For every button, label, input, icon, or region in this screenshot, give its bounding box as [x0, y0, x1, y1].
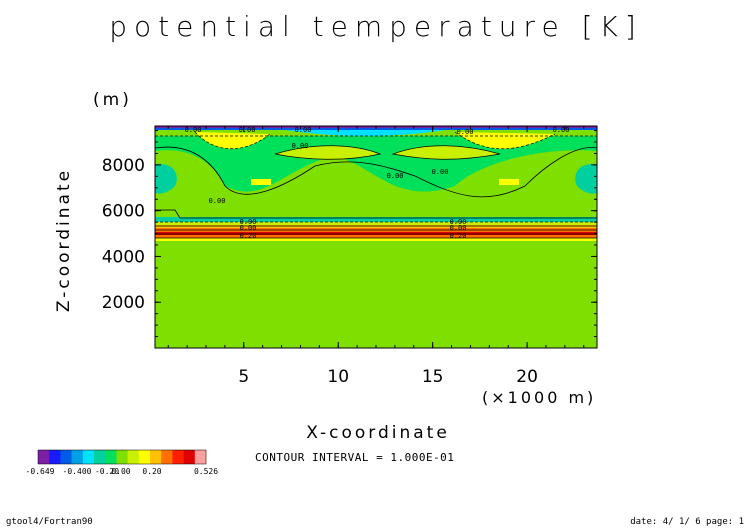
fill-region-15	[155, 225, 597, 228]
contour-label-9: 0.00	[450, 218, 467, 226]
colorbar-swatch-6	[105, 450, 117, 464]
colorbar-swatch-3	[71, 450, 84, 464]
contour-interval-text: CONTOUR INTERVAL = 1.000E-01	[255, 451, 455, 464]
colorbar-swatch-8	[127, 450, 140, 464]
colorbar-label-4: 0.20	[142, 467, 161, 476]
colorbar-swatch-9	[138, 450, 151, 464]
colorbar-swatch-0	[38, 450, 50, 464]
colorbar-label-5: 0.526	[194, 467, 218, 476]
contour-label-7: 0.00	[432, 168, 449, 176]
contour-labels: 0.00 0.000.000.000.000.00 0.000.000.00 0.00…	[185, 126, 570, 240]
contour-line-1	[274, 145, 382, 160]
contour-label-2: 0.00	[292, 142, 309, 150]
fill-region-17	[155, 232, 597, 235]
colorbar-swatch-7	[116, 450, 128, 464]
fill-region-13	[155, 217, 597, 222]
contour-dashed-2	[454, 131, 556, 150]
colorbar-swatch-11	[161, 450, 173, 464]
contour-label-8: 0.00	[240, 218, 257, 226]
contour-label-5: 0.00	[457, 128, 474, 136]
colorbar-swatch-2	[60, 450, 72, 464]
contour-label-4: 0.00	[209, 197, 226, 205]
contour-dashed-1	[194, 131, 271, 150]
colorbar-label-0: -0.649	[26, 467, 55, 476]
fill-region-14	[155, 222, 597, 225]
contour-line-3	[155, 209, 597, 219]
contour-label-10: 0.00	[240, 224, 257, 232]
fill-region-4	[275, 145, 380, 160]
x-axis-label: X-coordinate	[306, 423, 450, 443]
x-tick-label-0: 5	[238, 367, 249, 387]
fill-region-8	[155, 163, 177, 194]
axis-ticks: 5 10 15 20 2000 4000 6000 8000	[102, 126, 597, 387]
contour-label-6: 0.00	[553, 126, 570, 134]
colorbar-frame	[37, 449, 207, 465]
colorbar-swatch-5	[94, 450, 106, 464]
chart-title: potential temperature [K]	[109, 10, 643, 43]
fill-region-6	[251, 179, 271, 185]
color-field	[155, 126, 597, 348]
y-tick-label-1: 4000	[102, 247, 145, 267]
footer-program: gtool4/Fortran90	[6, 517, 93, 527]
contour-label-3: 0.00	[387, 172, 404, 180]
colorbar-swatch-10	[150, 450, 162, 464]
colorbar-swatch-12	[172, 450, 184, 464]
contour-label-13: 0.20	[450, 232, 467, 240]
y-tick-label-3: 8000	[102, 156, 145, 176]
fill-region-18	[155, 235, 597, 238]
contour-label-12: 0.00	[450, 224, 467, 232]
contour-label-11: 0.20	[240, 232, 257, 240]
fill-region-1	[155, 150, 597, 218]
colorbar: -0.649 -0.400 -0.200.00 0.20 0.526	[26, 449, 218, 476]
fill-region-10	[285, 130, 445, 136]
colorbar-swatch-1	[49, 450, 61, 464]
contour-line-0	[154, 146, 598, 198]
contour-label-1: 0.00	[239, 126, 256, 134]
contour-lines	[154, 131, 598, 239]
contour-line-2	[391, 145, 501, 160]
colorbar-label-2: -0.20	[95, 467, 119, 476]
fill-region-5	[393, 145, 500, 160]
contour-label-0: 0.00	[185, 126, 202, 134]
x-tick-label-1: 10	[327, 367, 349, 387]
fill-region-7	[499, 179, 519, 185]
y-tick-label-2: 6000	[102, 202, 145, 222]
contour-label-14: 0.00	[295, 126, 312, 134]
colorbar-label-3: 0.00	[111, 467, 130, 476]
colorbar-swatch-14	[194, 450, 207, 464]
y-tick-label-0: 2000	[102, 293, 145, 313]
footer-date-page: date: 4/ 1/ 6 page: 1	[630, 517, 744, 527]
x-axis-unit: (×1000 m)	[482, 388, 597, 407]
y-axis-unit: (m)	[93, 90, 132, 110]
colorbar-label-1: -0.400	[63, 467, 92, 476]
fill-region-19	[155, 238, 597, 241]
fill-region-9	[575, 163, 597, 194]
colorbar-swatch-13	[183, 450, 196, 464]
x-tick-label-2: 15	[422, 367, 444, 387]
colorbar-swatch-4	[82, 450, 95, 464]
x-tick-label-3: 20	[516, 367, 538, 387]
